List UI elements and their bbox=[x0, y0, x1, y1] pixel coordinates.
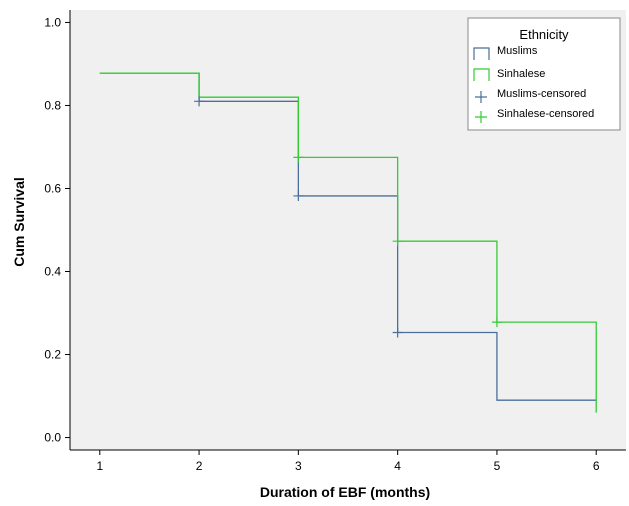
sinhalese-censored-mark bbox=[392, 236, 403, 247]
legend-symbol-muslims bbox=[473, 47, 490, 60]
legend-symbol-sinhalese bbox=[473, 68, 490, 81]
muslims-censored-mark bbox=[293, 190, 304, 201]
legend-box bbox=[467, 17, 621, 131]
curve-sinhalese bbox=[99, 72, 597, 413]
legend-label-sinhalese-censored: Sinhalese-censored bbox=[497, 108, 594, 120]
censor-marks bbox=[194, 96, 502, 338]
y-ticks: 0.0 0.2 0.4 0.6 0.8 1.0 bbox=[44, 15, 70, 445]
muslims-censored-mark bbox=[194, 96, 205, 107]
legend-symbol-muslims-censored bbox=[475, 91, 487, 103]
y-axis-label: Cum Survival bbox=[11, 177, 27, 266]
survival-curves bbox=[99, 72, 597, 413]
legend-symbol-sinhalese-censored bbox=[475, 111, 487, 123]
y-tick-label: 1.0 bbox=[44, 15, 61, 29]
x-tick-label: 4 bbox=[394, 459, 401, 473]
legend-label-sinhalese: Sinhalese bbox=[497, 68, 545, 80]
sinhalese-censored-mark bbox=[491, 317, 502, 328]
sinhalese-censored-mark bbox=[293, 152, 304, 163]
x-tick-label: 6 bbox=[593, 459, 600, 473]
y-tick-label: 0.2 bbox=[44, 348, 61, 362]
y-tick-label: 0.8 bbox=[44, 98, 61, 112]
y-tick-label: 0.4 bbox=[44, 265, 61, 279]
legend-item-muslims: Muslims bbox=[473, 45, 538, 60]
legend-item-muslims-censored: Muslims-censored bbox=[475, 88, 586, 103]
x-tick-label: 1 bbox=[96, 459, 103, 473]
legend-title: Ethnicity bbox=[519, 27, 569, 42]
muslims-censored-mark bbox=[392, 327, 403, 338]
x-ticks: 1 2 3 4 5 6 bbox=[96, 450, 600, 473]
legend-label-muslims: Muslims bbox=[497, 45, 538, 57]
x-tick-label: 3 bbox=[295, 459, 302, 473]
x-tick-label: 2 bbox=[196, 459, 203, 473]
legend-item-sinhalese: Sinhalese bbox=[473, 68, 545, 81]
legend-item-sinhalese-censored: Sinhalese-censored bbox=[475, 108, 594, 123]
y-tick-label: 0.6 bbox=[44, 181, 61, 195]
y-tick-label: 0.0 bbox=[44, 431, 61, 445]
x-tick-label: 5 bbox=[494, 459, 501, 473]
x-axis-label: Duration of EBF (months) bbox=[260, 484, 430, 500]
legend: Ethnicity Muslims Sinhalese Muslims-cens… bbox=[467, 17, 621, 131]
legend-label-muslims-censored: Muslims-censored bbox=[497, 88, 586, 100]
